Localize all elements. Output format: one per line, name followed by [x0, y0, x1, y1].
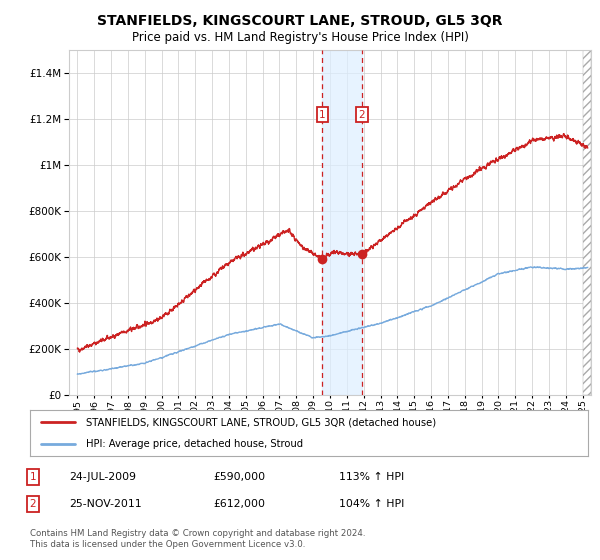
Bar: [322, 50, 362, 395]
Text: £590,000: £590,000: [213, 472, 265, 482]
Text: 1: 1: [29, 472, 37, 482]
Text: 1: 1: [319, 110, 326, 120]
Text: 2: 2: [359, 110, 365, 120]
Text: STANFIELDS, KINGSCOURT LANE, STROUD, GL5 3QR (detached house): STANFIELDS, KINGSCOURT LANE, STROUD, GL5…: [86, 417, 436, 427]
Text: 24-JUL-2009: 24-JUL-2009: [69, 472, 136, 482]
Text: Price paid vs. HM Land Registry's House Price Index (HPI): Price paid vs. HM Land Registry's House …: [131, 31, 469, 44]
Text: STANFIELDS, KINGSCOURT LANE, STROUD, GL5 3QR: STANFIELDS, KINGSCOURT LANE, STROUD, GL5…: [97, 14, 503, 28]
Text: 104% ↑ HPI: 104% ↑ HPI: [339, 499, 404, 509]
Text: 2: 2: [29, 499, 37, 509]
Text: Contains HM Land Registry data © Crown copyright and database right 2024.
This d: Contains HM Land Registry data © Crown c…: [30, 529, 365, 549]
Text: £612,000: £612,000: [213, 499, 265, 509]
Text: 113% ↑ HPI: 113% ↑ HPI: [339, 472, 404, 482]
Text: HPI: Average price, detached house, Stroud: HPI: Average price, detached house, Stro…: [86, 440, 303, 450]
Text: 25-NOV-2011: 25-NOV-2011: [69, 499, 142, 509]
Bar: [583, 50, 591, 395]
